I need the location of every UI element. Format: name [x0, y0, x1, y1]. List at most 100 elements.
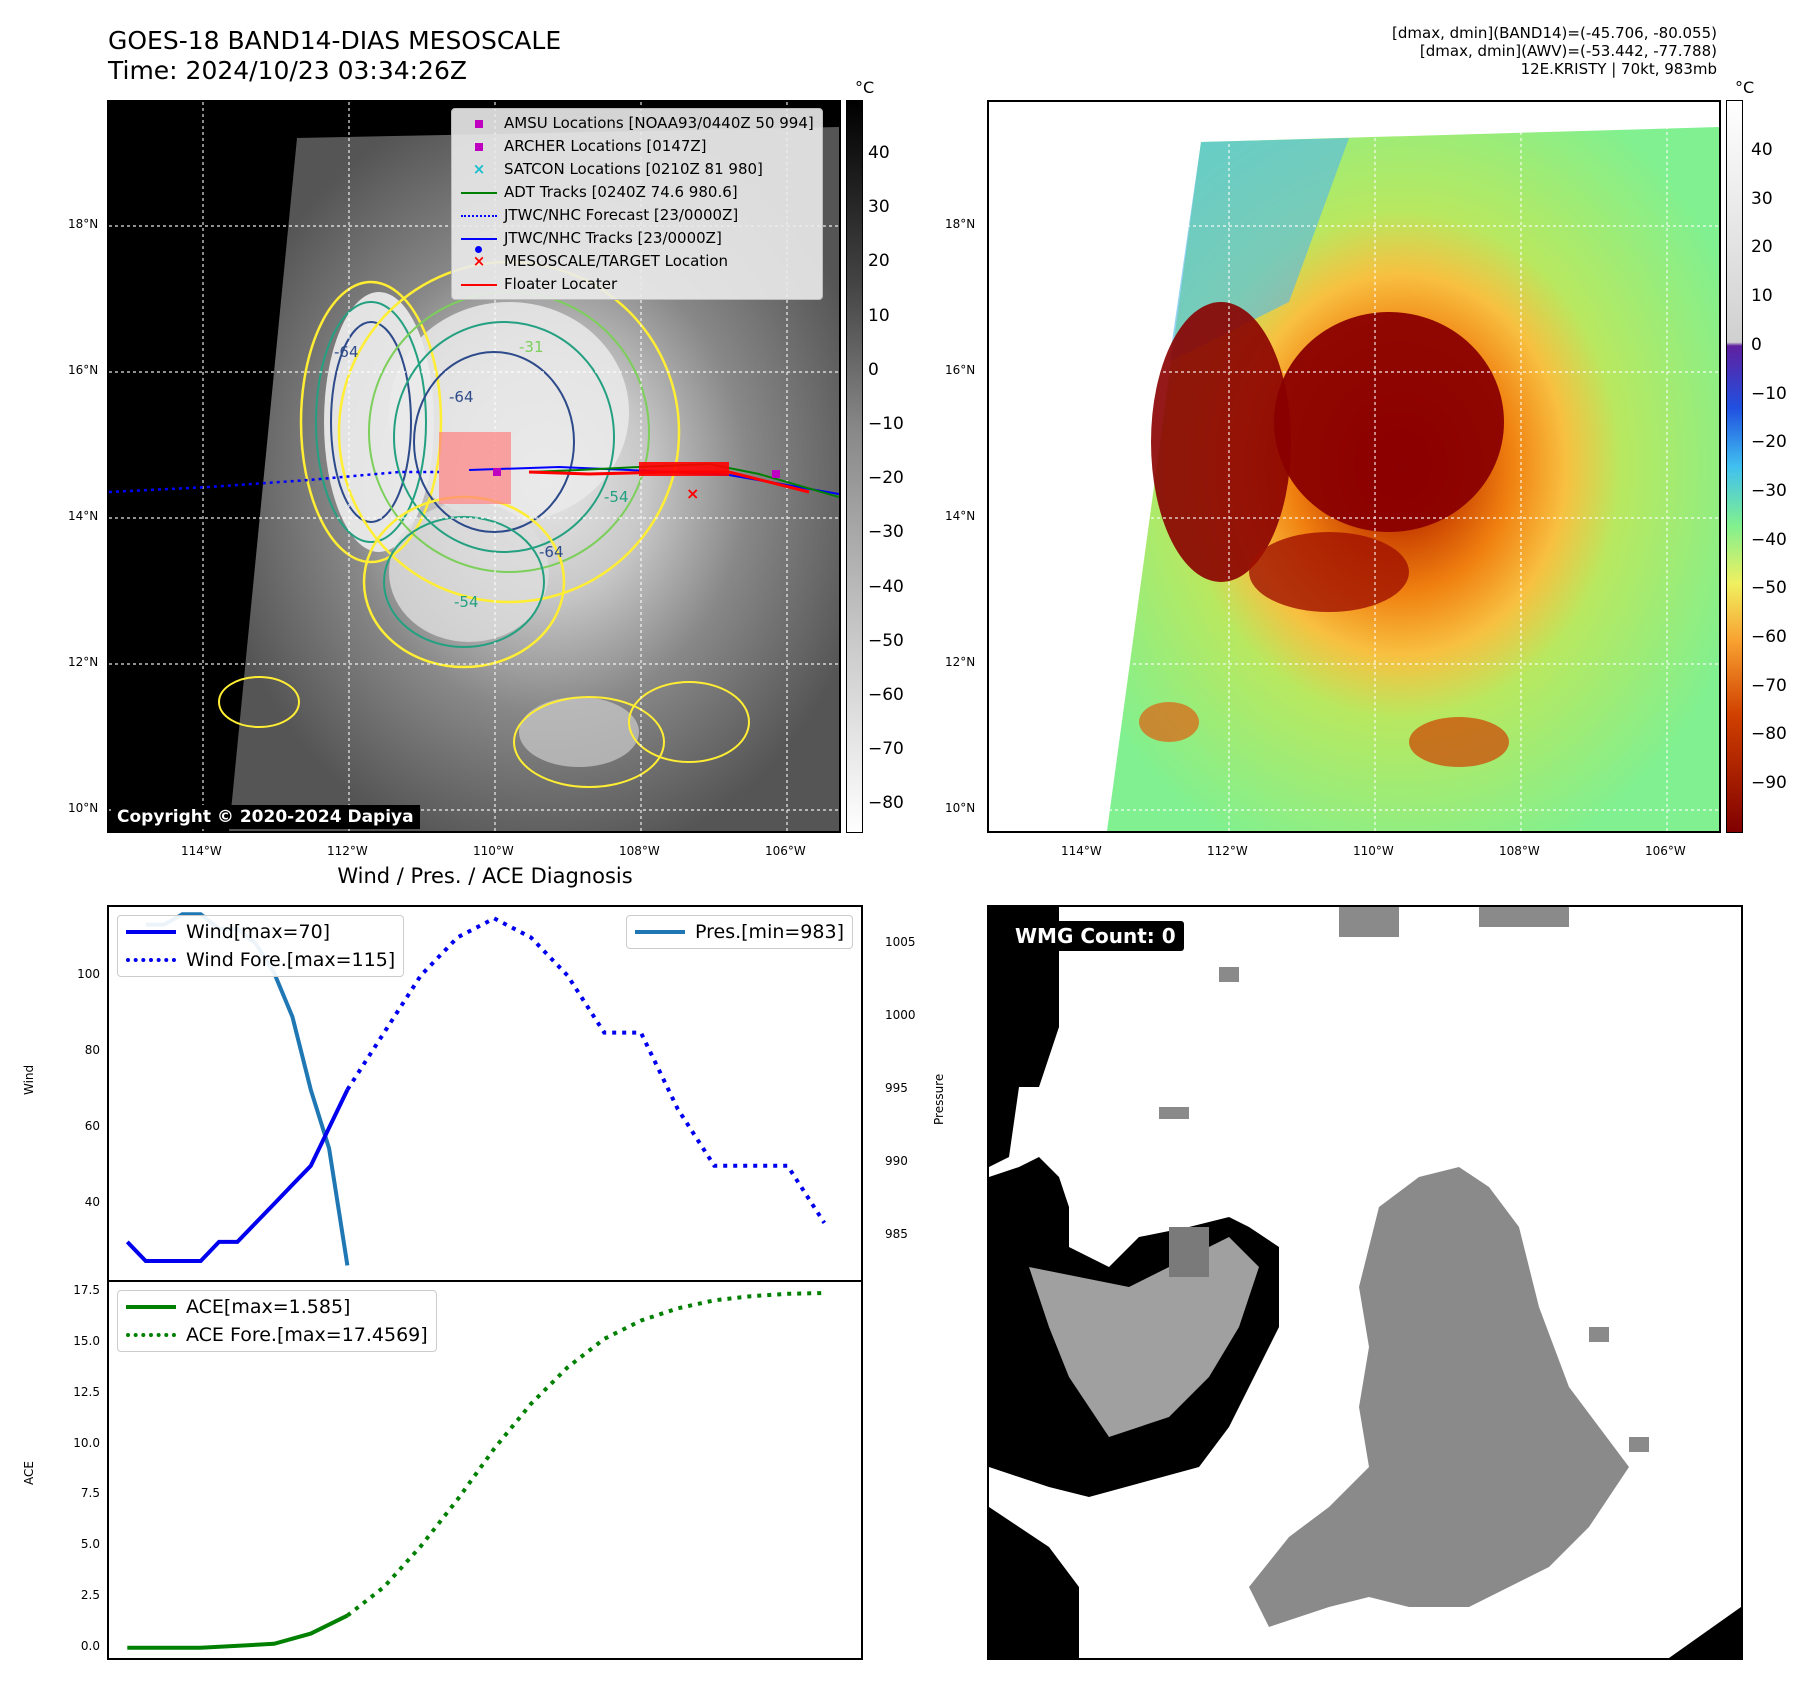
solid-line-icon [126, 1305, 176, 1309]
colorbar-tick: −90 [1751, 773, 1787, 794]
colorbar-tick: −70 [1751, 675, 1787, 696]
colorbar-tick: −50 [868, 630, 904, 651]
square-marker-icon [475, 119, 483, 128]
lat-tick: 14°N [945, 509, 976, 523]
lon-tick: 112°W [327, 844, 368, 858]
ace-tick-label: 0.0 [80, 1638, 100, 1653]
colorbar-tick: 20 [1751, 237, 1773, 258]
map-legend: AMSU Locations [NOAA93/0440Z 50 994] ARC… [451, 108, 823, 300]
dotted-line-icon [126, 1333, 176, 1337]
lat-tick: 16°N [945, 363, 976, 377]
enhanced-ir-map-svg [989, 102, 1719, 831]
pressure-tick-label: 990 [885, 1153, 908, 1168]
lat-tick: 10°N [945, 801, 976, 815]
legend-item: AMSU Locations [NOAA93/0440Z 50 994] [460, 112, 814, 135]
line-icon [461, 283, 497, 286]
colorbar-tick: −10 [1751, 383, 1787, 404]
figure-title-line2: Time: 2024/10/23 03:34:26Z [108, 56, 467, 85]
archer-marker [772, 470, 780, 478]
contour-label: -64 [449, 388, 474, 406]
lon-tick: 110°W [473, 844, 514, 858]
square-marker-icon [475, 142, 483, 151]
colorbar-tick: 40 [868, 143, 890, 163]
x-marker-icon: × [472, 160, 486, 178]
lat-tick: 12°N [945, 655, 976, 669]
copyright-badge: Copyright © 2020-2024 Dapiya [111, 805, 420, 829]
wind-legend: Wind[max=70] Wind Fore.[max=115] [117, 915, 405, 977]
legend-item: × MESOSCALE/TARGET Location [460, 250, 814, 273]
contour-label: -31 [519, 338, 544, 356]
colorbar-tick: −50 [1751, 578, 1787, 599]
meta-info: [dmax, dmin](BAND14)=(-45.706, -80.055) … [1392, 24, 1717, 78]
lon-tick: 108°W [1499, 844, 1540, 858]
lon-tick: 106°W [1645, 844, 1686, 858]
legend-item: Floater Locater [460, 273, 814, 296]
colorbar-tick: −60 [868, 685, 904, 705]
lon-tick: 114°W [1061, 844, 1102, 858]
contour-label: -54 [604, 488, 629, 506]
solid-line-icon [126, 930, 176, 934]
wind-tick-label: 80 [84, 1042, 100, 1057]
colorbar-tick: −20 [868, 468, 904, 489]
ace-tick-label: 12.5 [73, 1384, 100, 1399]
colorbar-unit: °C [855, 78, 875, 97]
ace-tick-label: 10.0 [73, 1435, 100, 1450]
lon-tick: 112°W [1207, 844, 1248, 858]
line-dot-icon [461, 237, 497, 240]
colorbar-tick: −80 [1751, 724, 1787, 745]
enhanced-ir-map [987, 100, 1721, 833]
ace-ylabel: ACE [22, 1461, 36, 1485]
colorbar-tick: −40 [1751, 529, 1787, 550]
solid-line-icon [635, 930, 685, 934]
lat-tick: 12°N [68, 655, 99, 669]
color-colorbar [1726, 100, 1743, 833]
colorbar-tick: 20 [868, 251, 890, 272]
colorbar-tick: −70 [868, 739, 904, 760]
diagnosis-title: Wind / Pres. / ACE Diagnosis [337, 864, 633, 888]
wmg-count-badge: WMG Count: 0 [1007, 921, 1184, 951]
dotted-line-icon [461, 214, 497, 217]
ace-tick-label: 2.5 [80, 1588, 100, 1603]
lat-tick: 16°N [68, 363, 99, 377]
colorbar-tick: −40 [868, 576, 904, 597]
ace-legend: ACE[max=1.585] ACE Fore.[max=17.4569] [117, 1290, 437, 1352]
pressure-tick-label: 1005 [885, 934, 916, 949]
meta-line1: [dmax, dmin](BAND14)=(-45.706, -80.055) [1392, 24, 1717, 42]
colorbar-tick: 40 [1751, 140, 1773, 160]
wind-tick-label: 40 [84, 1194, 100, 1209]
pressure-tick-label: 1000 [885, 1007, 916, 1022]
colorbar-tick: −20 [1751, 432, 1787, 453]
amsu-marker [493, 468, 501, 476]
wind-forecast-series-line [345, 916, 826, 1224]
colorbar-tick: 30 [1751, 188, 1773, 209]
colorbar-tick: −10 [868, 414, 904, 434]
line-icon [461, 191, 497, 194]
lat-tick: 18°N [945, 217, 976, 231]
ace-tick-label: 15.0 [73, 1333, 100, 1348]
colorbar-tick: 10 [868, 305, 890, 326]
figure-title-line1: GOES-18 BAND14-DIAS MESOSCALE [108, 26, 562, 55]
ace-svg [127, 1291, 825, 1650]
colorbar-tick: 10 [1751, 286, 1773, 307]
ace-tick-label: 7.5 [80, 1486, 100, 1501]
lat-tick: 10°N [68, 801, 99, 815]
pressure-ylabel: Pressure [932, 1073, 946, 1125]
legend-item: ARCHER Locations [0147Z] [460, 135, 814, 158]
legend-item: × SATCON Locations [0210Z 81 980] [460, 158, 814, 181]
wind-tick-label: 60 [84, 1118, 100, 1133]
colorbar-tick: 0 [868, 359, 879, 380]
ace-tick-label: 5.0 [80, 1537, 100, 1552]
meta-line2: [dmax, dmin](AWV)=(-53.442, -77.788) [1419, 42, 1717, 60]
colorbar-tick: −80 [868, 793, 904, 814]
colorbar-tick: −30 [868, 522, 904, 543]
ace-tick-label: 17.5 [73, 1283, 100, 1298]
colorbar-tick: −30 [1751, 480, 1787, 501]
colorbar-tick: 30 [868, 197, 890, 218]
target-x-marker: × [686, 484, 699, 503]
lat-tick: 18°N [68, 217, 99, 231]
wind-pressure-chart: Wind[max=70] Wind Fore.[max=115] Pres.[m… [107, 905, 863, 1282]
meta-line3: 12E.KRISTY | 70kt, 983mb [1520, 60, 1717, 78]
grayscale-colorbar [846, 100, 863, 833]
wmg-svg [989, 907, 1741, 1658]
pressure-tick-label: 995 [885, 1080, 908, 1095]
